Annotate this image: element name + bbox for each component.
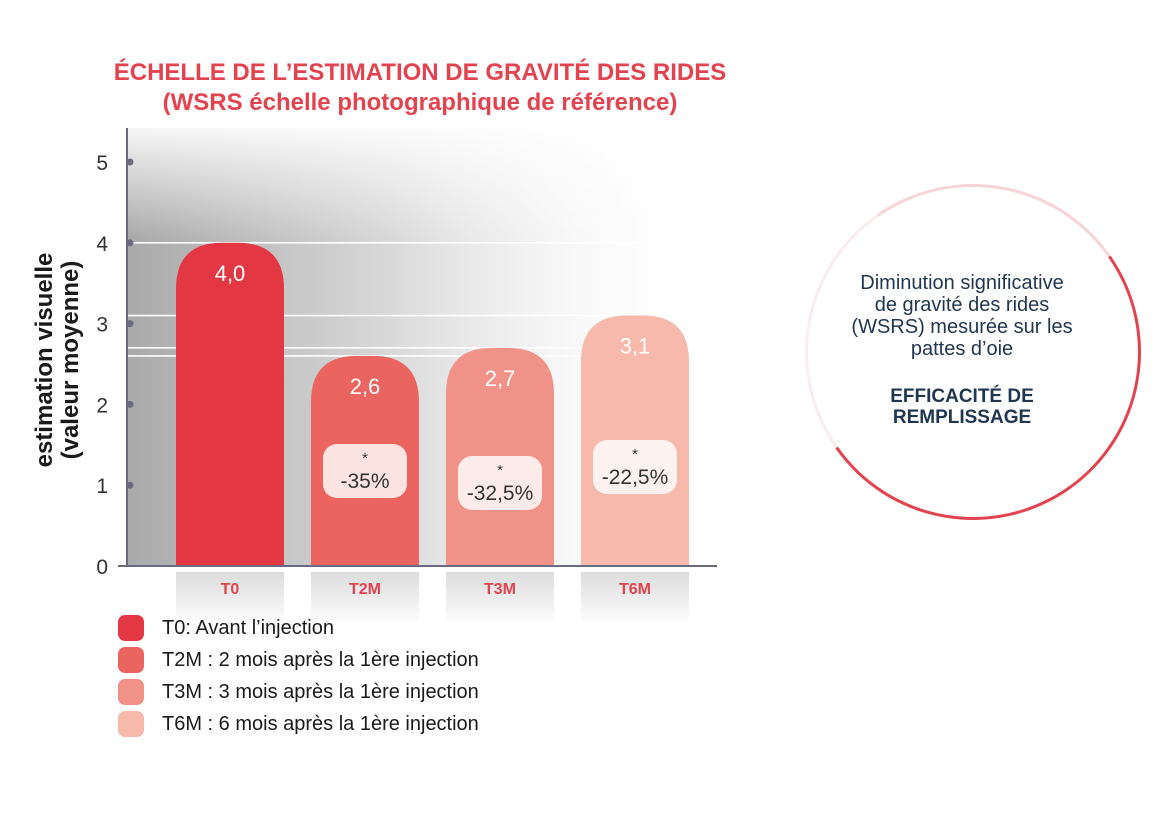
y-tick-label-0: 0 — [96, 556, 108, 579]
bar-value-label-t2m: 2,6 — [350, 374, 381, 399]
y-tick-label-1: 1 — [96, 475, 108, 498]
change-label-t3m: -32,5% — [467, 482, 534, 505]
chart-title-main: ÉCHELLE DE L’ESTIMATION DE GRAVITÉ DES R… — [113, 59, 727, 86]
change-badge-t6m — [593, 440, 677, 494]
callout-description-line-1: Diminution significative — [860, 272, 1064, 294]
legend-label-t2m: T2M : 2 mois après la 1ère injection — [162, 648, 479, 671]
chart-title: ÉCHELLE DE L’ESTIMATION DE GRAVITÉ DES R… — [0, 58, 840, 118]
y-tick-dot-2 — [126, 400, 134, 408]
y-tick-label-2: 2 — [96, 394, 108, 417]
callout-description-line-2: de gravité des rides — [874, 294, 1050, 316]
y-axis-label-line-2: (valeur moyenne) — [57, 260, 84, 460]
x-tick-label-t3m: T3M — [484, 581, 516, 598]
legend-item-t3m: T3M : 3 mois après la 1ère injection — [118, 676, 479, 708]
legend-swatch-t6m — [118, 711, 144, 737]
y-ticks: 0 1 2 3 4 5 — [96, 152, 134, 579]
category-cell-t0 — [176, 572, 284, 620]
bar-t0 — [176, 242, 284, 567]
y-tick-label-5: 5 — [96, 152, 108, 175]
y-tick-dot-3 — [126, 320, 134, 328]
x-categories: T0 T2M T3M T6M — [176, 572, 689, 620]
bar-chart: 4,0 2,6 * -35% 2,7 * -32,5% 3,1 * -22,5% 0 1 2 3 4 5 T… — [96, 128, 717, 620]
callout-description-line-4: pattes d’oie — [910, 338, 1014, 360]
legend-item-t0: T0: Avant l’injection — [118, 612, 479, 644]
category-cell-t3m — [446, 572, 554, 620]
x-tick-label-t6m: T6M — [619, 581, 651, 598]
legend-item-t2m: T2M : 2 mois après la 1ère injection — [118, 644, 479, 676]
x-tick-label-t2m: T2M — [349, 581, 381, 598]
category-cell-t2m — [311, 572, 419, 620]
change-label-t6m: -22,5% — [602, 466, 669, 489]
callout-text: Diminution significative de gravité des … — [812, 272, 1112, 428]
category-cell-t6m — [581, 572, 689, 620]
legend-item-t6m: T6M : 6 mois après la 1ère injection — [118, 708, 479, 740]
significance-marker-t2m: * — [362, 450, 368, 467]
change-badge-t2m — [323, 444, 407, 498]
change-badge-t3m — [458, 456, 542, 510]
bars: 4,0 2,6 * -35% 2,7 * -32,5% 3,1 * -22,5% — [176, 242, 689, 567]
bar-value-label-t0: 4,0 — [215, 261, 246, 286]
y-tick-dot-4 — [126, 239, 134, 247]
y-axis-label-line-1: estimation visuelle — [31, 252, 58, 468]
callout-emphasis: EFFICACITÉ DE REMPLISSAGE — [812, 386, 1112, 428]
callout-description-line-3: (WSRS) mesurée sur les — [851, 316, 1073, 338]
x-tick-label-t0: T0 — [221, 581, 240, 598]
bar-value-label-t6m: 3,1 — [620, 334, 651, 359]
y-tick-dot-1 — [126, 481, 134, 489]
chart-subtitle: (WSRS échelle photographique de référenc… — [162, 89, 678, 116]
callout-emphasis-line-1: EFFICACITÉ DE — [890, 386, 1034, 407]
y-axis-label: estimation visuelle (valeur moyenne) — [31, 252, 84, 468]
significance-marker-t3m: * — [497, 462, 503, 479]
y-tick-label-3: 3 — [96, 314, 108, 337]
significance-marker-t6m: * — [632, 446, 638, 463]
legend: T0: Avant l’injection T2M : 2 mois après… — [118, 612, 479, 740]
legend-label-t6m: T6M : 6 mois après la 1ère injection — [162, 712, 479, 735]
change-label-t2m: -35% — [340, 470, 389, 493]
legend-label-t0: T0: Avant l’injection — [162, 616, 334, 639]
y-tick-label-4: 4 — [96, 233, 108, 256]
legend-swatch-t3m — [118, 679, 144, 705]
legend-label-t3m: T3M : 3 mois après la 1ère injection — [162, 680, 479, 703]
legend-swatch-t0 — [118, 615, 144, 641]
y-tick-dot-5 — [126, 158, 134, 166]
callout-emphasis-line-2: REMPLISSAGE — [892, 407, 1032, 428]
bar-value-label-t3m: 2,7 — [485, 366, 516, 391]
callout-description: Diminution significative de gravité des … — [812, 272, 1112, 360]
legend-swatch-t2m — [118, 647, 144, 673]
